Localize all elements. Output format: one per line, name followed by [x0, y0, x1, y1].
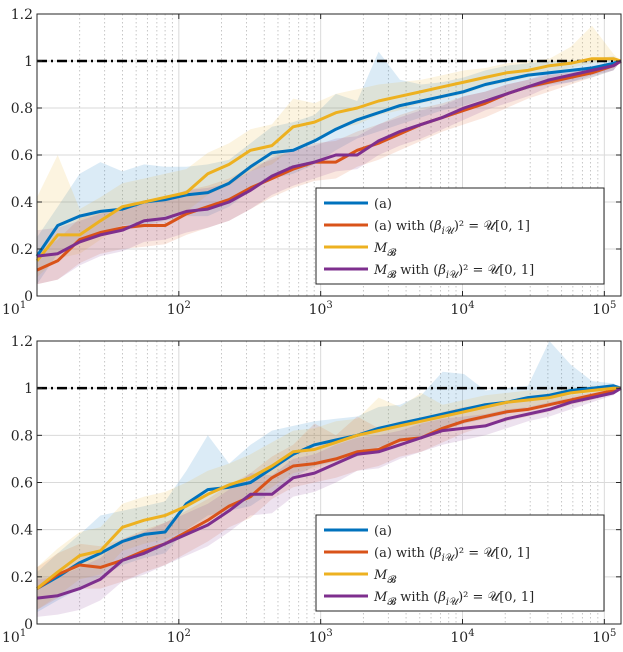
series-line	[36, 59, 622, 258]
confidence-band	[37, 388, 621, 610]
x-tick-label: 101	[2, 300, 26, 318]
confidence-band	[37, 51, 621, 285]
y-tick-label: 1	[24, 54, 33, 70]
x-tick-label: 104	[450, 300, 474, 318]
y-tick-label: 0	[24, 289, 33, 305]
x-tick-label: 101	[2, 628, 26, 646]
legend-label: (a)	[374, 197, 392, 212]
y-tick-label: 0.2	[11, 242, 33, 258]
x-tick-label: 103	[309, 628, 333, 646]
x-tick-label: 102	[167, 300, 191, 318]
y-tick-label: 0.8	[11, 101, 33, 117]
confidence-band	[37, 385, 621, 610]
legend-label: M𝓑 with (βi𝒰)² = 𝒰[0, 1]	[373, 590, 534, 608]
y-tick-label: 1	[24, 381, 33, 397]
series-line	[35, 57, 622, 262]
y-tick-label: 0.2	[11, 570, 33, 586]
y-tick-label: 1.2	[11, 7, 33, 23]
legend: (a) (a) with (βi𝒰)² = 𝒰[0, 1] M𝓑 M𝓑 with (β…	[315, 514, 605, 612]
confidence-band	[37, 61, 621, 285]
series-line	[36, 384, 622, 590]
x-tick-label: 103	[309, 300, 333, 318]
legend-label: (a) with (βi𝒰)² = 𝒰[0, 1]	[374, 546, 530, 564]
x-tick-label: 102	[167, 628, 191, 646]
series-line	[36, 386, 622, 600]
y-tick-label: 0.8	[11, 428, 33, 444]
legend-label: (a)	[374, 524, 392, 539]
legend-label: M𝓑	[373, 241, 396, 259]
y-tick-label: 0	[24, 617, 33, 633]
series-line	[36, 386, 622, 590]
y-tick-label: 0.6	[11, 148, 33, 164]
legend-label: M𝓑 with (βi𝒰)² = 𝒰[0, 1]	[373, 263, 534, 281]
legend-label: (a) with (βi𝒰)² = 𝒰[0, 1]	[374, 219, 530, 237]
y-tick-label: 0.4	[11, 523, 33, 539]
y-tick-label: 1.2	[11, 334, 33, 350]
x-tick-label: 105	[592, 628, 616, 646]
legend-label: M𝓑	[373, 568, 396, 586]
confidence-band	[37, 388, 621, 617]
x-tick-label: 105	[592, 300, 616, 318]
chart-top: 0 0.2 0.4 0.6 0.8 1 1.2 101 102 103 104 105 (a) (a) w…	[2, 7, 622, 318]
confidence-band	[37, 61, 621, 285]
y-tick-label: 0.6	[11, 476, 33, 492]
y-tick-label: 0.4	[11, 195, 33, 211]
x-tick-label: 104	[450, 628, 474, 646]
chart-bottom: 0 0.2 0.4 0.6 0.8 1 1.2 101 102 103 104 105 (a) (a) w…	[2, 334, 622, 646]
legend: (a) (a) with (βi𝒰)² = 𝒰[0, 1] M𝓑 M𝓑 with (β…	[315, 187, 605, 285]
series-line	[36, 386, 621, 590]
